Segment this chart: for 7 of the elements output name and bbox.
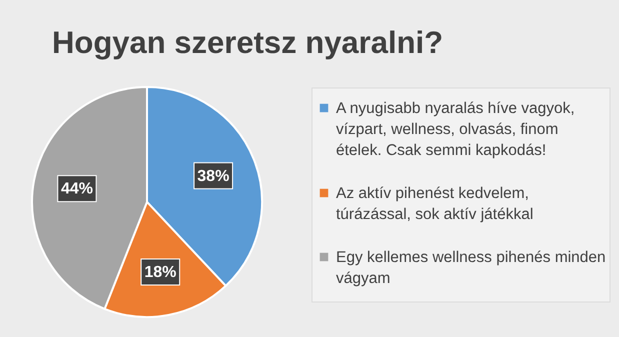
chart-title: Hogyan szeretsz nyaralni? xyxy=(52,25,444,60)
data-label: 44% xyxy=(60,180,93,198)
legend-label: Egy kellemes wellness pihenés minden vágyam xyxy=(336,249,606,287)
data-label: 38% xyxy=(197,168,230,185)
data-label: 18% xyxy=(144,264,176,282)
legend-label: A nyugisabb nyaralás híve vagyok, vízpart, wellness, olvasás, finom ételek. Csak semmi kapkodás! xyxy=(336,100,575,159)
legend-label: Az aktív pihenést kedvelem, túrázással, sok aktív játékkal xyxy=(336,185,534,223)
